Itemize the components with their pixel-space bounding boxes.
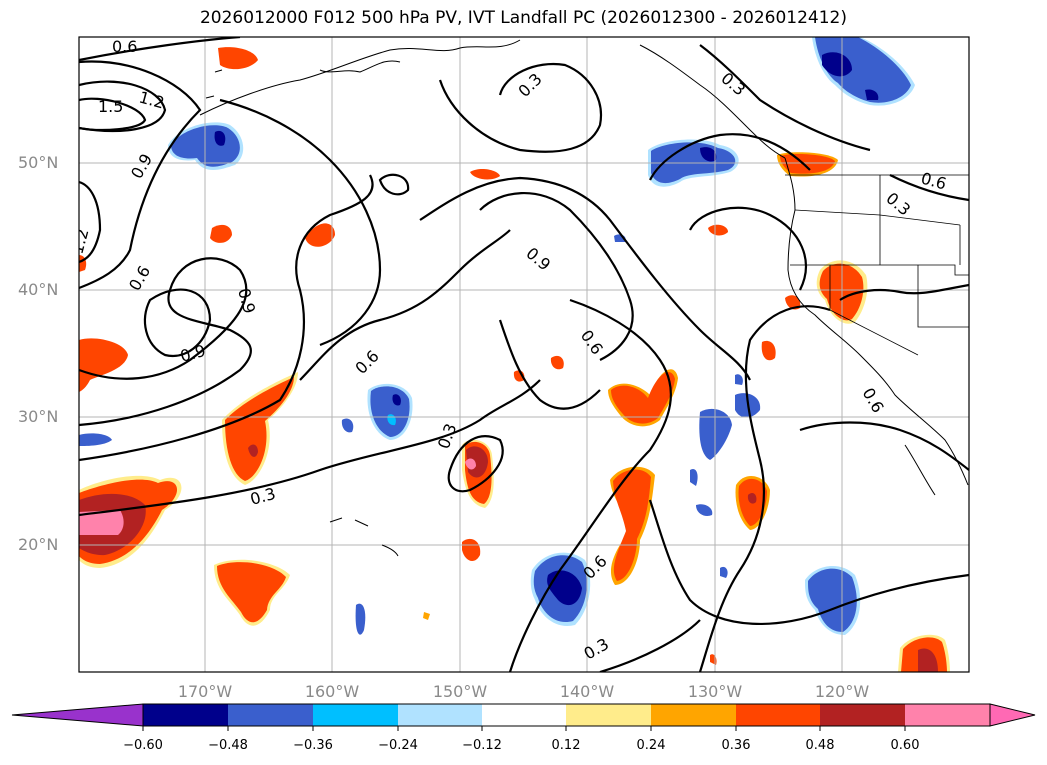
colorbar-tick-label: −0.48 [208, 738, 248, 753]
lon-label: 140°W [559, 682, 615, 701]
colorbar-extend-low [11, 703, 144, 727]
lon-label: 170°W [177, 682, 233, 701]
lat-label: 20°N [18, 535, 59, 554]
colorbar-tick-label: 0.36 [721, 738, 751, 753]
lon-label: 160°W [304, 682, 360, 701]
graticule [79, 37, 969, 672]
colorbar-tick-label: −0.12 [462, 738, 502, 753]
colorbar-tick-label: −0.36 [293, 738, 333, 753]
contour-label: 0.6 [112, 37, 137, 56]
colorbar-tick-label: 0.12 [551, 738, 581, 753]
colorbar-bin [313, 704, 398, 726]
colorbar-bin [651, 704, 736, 726]
lon-label: 120°W [814, 682, 870, 701]
colorbar-bin [566, 704, 651, 726]
colorbar-bin [905, 704, 990, 726]
colorbar-bin [398, 704, 482, 726]
colorbar-bin [143, 704, 228, 726]
colorbar-tick-label: 0.60 [890, 738, 920, 753]
colorbar-bin [228, 704, 313, 726]
colorbar-bin [482, 704, 566, 726]
lon-label: 150°W [432, 682, 488, 701]
lat-label: 50°N [18, 153, 59, 172]
colorbar-tick-label: 0.48 [805, 738, 835, 753]
colorbar-bin [736, 704, 820, 726]
colorbar-tick-label: 0.24 [636, 738, 666, 753]
lat-label: 30°N [18, 407, 59, 426]
plot-border [78, 36, 970, 673]
lat-label: 40°N [18, 280, 59, 299]
coastlines [199, 39, 969, 557]
colorbar-extend-high [989, 703, 1036, 727]
lon-label: 130°W [687, 682, 743, 701]
colorbar-tick-label: −0.24 [378, 738, 418, 753]
contour-label: 1.5 [98, 97, 123, 116]
pv-negative-fills [79, 37, 915, 635]
map-title: 2026012000 F012 500 hPa PV, IVT Landfall… [199, 8, 847, 28]
pv-contours [79, 37, 969, 672]
colorbar-tick-label: −0.60 [123, 738, 163, 753]
colorbar-bin [820, 704, 905, 726]
colorbar [11, 703, 1036, 731]
